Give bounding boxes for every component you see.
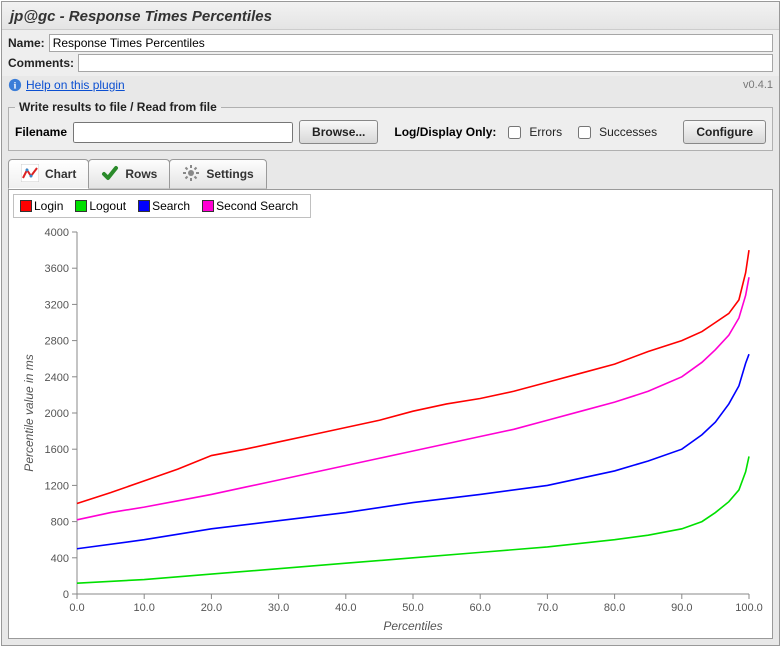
log-display-label: Log/Display Only:: [394, 125, 496, 139]
comments-input[interactable]: [78, 54, 773, 72]
svg-text:3600: 3600: [45, 263, 69, 275]
legend-label: Second Search: [216, 199, 298, 213]
legend-swatch: [20, 200, 32, 212]
svg-text:10.0: 10.0: [133, 602, 154, 614]
svg-text:i: i: [14, 81, 17, 92]
filename-input[interactable]: [73, 122, 293, 143]
legend-item: Login: [20, 199, 63, 213]
configure-button[interactable]: Configure: [683, 120, 766, 144]
comments-label: Comments:: [8, 56, 74, 70]
chart-svg: 0.0 10.0 20.0 30.0 40.0 50.0 60.0 70.0 80.0 90.0 1…: [17, 222, 764, 636]
plugin-window: jp@gc - Response Times Percentiles Name:…: [1, 1, 780, 646]
svg-text:0.0: 0.0: [69, 602, 84, 614]
chart-icon: [21, 164, 39, 185]
help-link-container: i Help on this plugin: [8, 78, 125, 92]
svg-text:80.0: 80.0: [604, 602, 625, 614]
legend-swatch: [202, 200, 214, 212]
svg-text:100.0: 100.0: [735, 602, 763, 614]
svg-text:0: 0: [63, 589, 69, 601]
form-area: Name: Comments:: [2, 30, 779, 76]
svg-text:Percentiles: Percentiles: [383, 619, 442, 633]
legend-item: Logout: [75, 199, 126, 213]
tab-settings[interactable]: Settings: [169, 159, 266, 189]
svg-text:30.0: 30.0: [268, 602, 289, 614]
filename-label: Filename: [15, 125, 67, 139]
successes-checkbox[interactable]: [578, 126, 591, 139]
svg-text:1600: 1600: [45, 444, 69, 456]
help-row: i Help on this plugin v0.4.1: [2, 76, 779, 96]
file-fieldset: Write results to file / Read from file F…: [8, 100, 773, 151]
errors-checkbox[interactable]: [508, 126, 521, 139]
name-input[interactable]: [49, 34, 773, 52]
legend-label: Login: [34, 199, 63, 213]
svg-text:90.0: 90.0: [671, 602, 692, 614]
svg-text:2400: 2400: [45, 372, 69, 384]
svg-text:40.0: 40.0: [335, 602, 356, 614]
legend-swatch: [75, 200, 87, 212]
comments-row: Comments:: [8, 54, 773, 72]
version-label: v0.4.1: [743, 79, 773, 91]
tab-chart-label: Chart: [45, 167, 76, 181]
tab-chart[interactable]: Chart: [8, 159, 89, 189]
svg-text:60.0: 60.0: [469, 602, 490, 614]
chart-panel: Login Logout Search Second Search 0.0 10.0 20…: [8, 189, 773, 639]
legend-swatch: [138, 200, 150, 212]
tab-rows[interactable]: Rows: [88, 159, 170, 189]
legend-label: Search: [152, 199, 190, 213]
plot-area: 0.0 10.0 20.0 30.0 40.0 50.0 60.0 70.0 80.0 90.0 1…: [17, 222, 764, 636]
svg-text:Percentile value in ms: Percentile value in ms: [22, 354, 36, 471]
window-title: jp@gc - Response Times Percentiles: [2, 2, 779, 30]
browse-button[interactable]: Browse...: [299, 120, 378, 144]
rows-icon: [101, 164, 119, 185]
info-icon: i: [8, 78, 22, 92]
svg-text:2000: 2000: [45, 408, 69, 420]
svg-text:20.0: 20.0: [201, 602, 222, 614]
tab-settings-label: Settings: [206, 167, 253, 181]
svg-text:4000: 4000: [45, 227, 69, 239]
svg-text:3200: 3200: [45, 299, 69, 311]
file-row: Filename Browse... Log/Display Only: Err…: [15, 120, 766, 144]
errors-label: Errors: [529, 125, 562, 139]
tab-bar: Chart Rows Settings: [8, 159, 773, 189]
svg-text:1200: 1200: [45, 480, 69, 492]
legend-item: Search: [138, 199, 190, 213]
svg-text:800: 800: [51, 517, 69, 529]
legend-label: Logout: [89, 199, 126, 213]
name-row: Name:: [8, 34, 773, 52]
legend-item: Second Search: [202, 199, 298, 213]
chart-legend: Login Logout Search Second Search: [13, 194, 311, 218]
settings-icon: [182, 164, 200, 185]
svg-text:70.0: 70.0: [537, 602, 558, 614]
successes-label: Successes: [599, 125, 657, 139]
file-legend: Write results to file / Read from file: [15, 100, 221, 114]
svg-text:2800: 2800: [45, 336, 69, 348]
svg-text:400: 400: [51, 553, 69, 565]
help-link[interactable]: Help on this plugin: [26, 78, 125, 92]
svg-text:50.0: 50.0: [402, 602, 423, 614]
name-label: Name:: [8, 36, 45, 50]
tab-rows-label: Rows: [125, 167, 157, 181]
